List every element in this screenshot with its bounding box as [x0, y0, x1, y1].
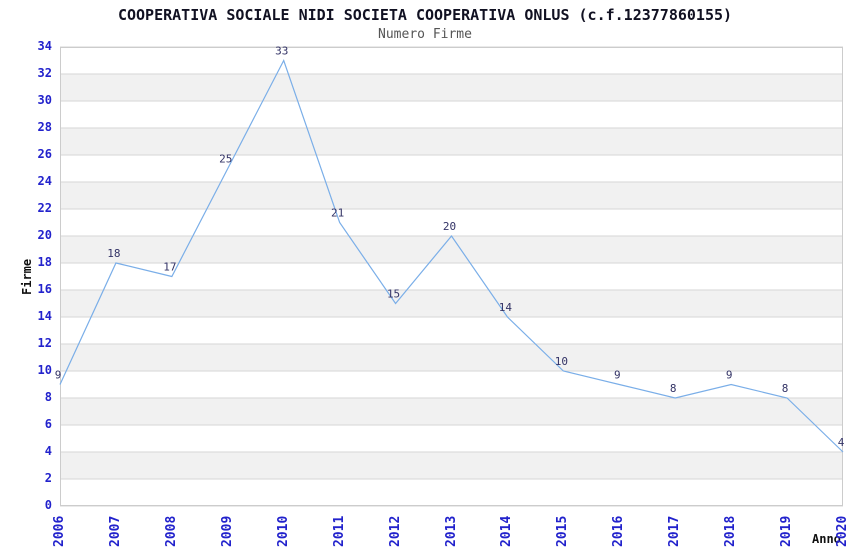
y-tick-label: 4: [44, 444, 52, 458]
x-tick-label: 2015: [555, 515, 571, 547]
y-tick-label: 14: [37, 309, 52, 323]
plot-band: [60, 425, 843, 452]
y-tick-label: 10: [37, 363, 52, 377]
plot-border: [60, 47, 843, 506]
data-point-label: 14: [499, 301, 513, 314]
plot-band: [60, 344, 843, 371]
x-tick-label: 2017: [667, 515, 683, 547]
x-tick-label: 2008: [163, 515, 179, 547]
y-tick-label: 18: [37, 255, 52, 269]
x-tick-label: 2007: [107, 515, 123, 547]
data-point-label: 9: [55, 369, 62, 382]
data-point-label: 18: [107, 247, 120, 260]
chart-title: COOPERATIVA SOCIALE NIDI SOCIETA COOPERA…: [117, 6, 733, 24]
y-tick-label: 32: [37, 66, 52, 80]
data-point-label: 9: [614, 369, 621, 382]
y-tick-label: 22: [37, 201, 52, 215]
y-tick-label: 8: [44, 390, 52, 404]
plot-band: [60, 398, 843, 425]
plot-band: [60, 47, 843, 74]
plot-band: [60, 371, 843, 398]
plot-band: [60, 317, 843, 344]
plot-band: [60, 479, 843, 506]
data-point-label: 33: [275, 45, 288, 58]
x-tick-label: 2009: [219, 515, 235, 547]
plot-band: [60, 101, 843, 128]
plot-band: [60, 74, 843, 101]
plot-band: [60, 263, 843, 290]
plot-band: [60, 452, 843, 479]
y-tick-label: 28: [37, 120, 52, 134]
x-tick-label: 2018: [723, 515, 739, 547]
data-point-label: 8: [670, 382, 677, 395]
y-tick-label: 20: [37, 228, 52, 242]
data-point-label: 9: [726, 369, 733, 382]
x-tick-label: 2011: [331, 515, 347, 547]
plot-band: [60, 128, 843, 155]
chart-subtitle: Numero Firme: [378, 27, 472, 42]
y-tick-label: 12: [37, 336, 52, 350]
x-axis-title: Anno: [812, 532, 841, 546]
y-tick-label: 34: [37, 39, 52, 53]
x-tick-label: 2014: [499, 515, 515, 547]
plot-band: [60, 236, 843, 263]
data-point-label: 21: [331, 207, 344, 220]
x-tick-label: 2013: [443, 515, 459, 547]
y-tick-label: 30: [37, 93, 52, 107]
plot-band: [60, 209, 843, 236]
x-tick-label: 2012: [387, 515, 403, 547]
y-tick-label: 0: [44, 498, 52, 512]
x-tick-label: 2020: [835, 515, 850, 547]
x-tick-label: 2016: [611, 515, 627, 547]
data-point-label: 4: [838, 436, 845, 449]
x-tick-label: 2019: [779, 515, 795, 547]
data-point-label: 17: [163, 261, 176, 274]
x-tick-label: 2006: [52, 515, 67, 547]
y-tick-label: 6: [44, 417, 52, 431]
plot-band: [60, 155, 843, 182]
data-point-label: 15: [387, 288, 400, 301]
data-point-label: 20: [443, 220, 456, 233]
y-tick-label: 24: [37, 174, 52, 188]
y-tick-label: 16: [37, 282, 52, 296]
y-tick-label: 2: [44, 471, 52, 485]
plot-band: [60, 290, 843, 317]
data-point-label: 25: [219, 153, 232, 166]
data-point-label: 10: [555, 355, 568, 368]
x-tick-label: 2010: [275, 515, 291, 547]
line-series: [59, 58, 844, 453]
plot-band: [60, 182, 843, 209]
plot-area: 9 18 17 25 33 21 15 20 14 10 9 8 9 8 4: [55, 45, 845, 507]
data-point-label: 8: [782, 382, 789, 395]
y-tick-label: 26: [37, 147, 52, 161]
